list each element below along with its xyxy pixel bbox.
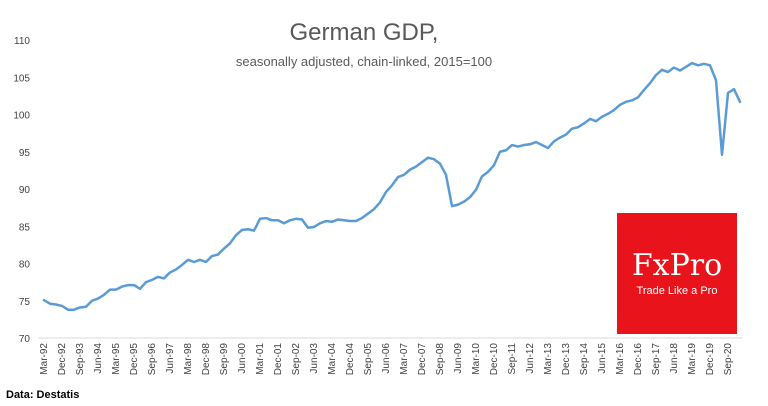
x-tick-label: Dec-04 [345, 343, 356, 376]
x-tick-label: Mar-92 [39, 343, 50, 375]
x-tick-label: Jun-18 [669, 343, 680, 374]
x-tick-label: Sep-93 [75, 343, 86, 376]
x-tick-label: Sep-11 [507, 343, 518, 375]
y-tick-label: 80 [19, 260, 31, 271]
series-line [42, 61, 742, 311]
x-tick-label: Mar-10 [471, 343, 482, 375]
x-tick-label: Dec-07 [417, 343, 428, 376]
chart-subtitle: seasonally adjusted, chain-linked, 2015=… [236, 54, 492, 69]
y-tick-label: 95 [19, 148, 31, 159]
y-tick-label: 70 [19, 334, 31, 345]
x-tick-label: Mar-95 [111, 343, 122, 375]
x-tick-label: Jun-12 [525, 343, 536, 374]
chart-title: German GDP, [290, 19, 439, 46]
x-axis: Mar-92 Dec-92 Sep-93 Jun-94 Mar-95 Dec-95 Sep-… [39, 343, 734, 376]
x-tick-label: Dec-95 [129, 343, 140, 376]
logo-background [617, 213, 737, 334]
x-tick-label: Dec-19 [705, 343, 716, 376]
x-tick-label: Jun-94 [93, 343, 104, 374]
x-tick-label: Dec-10 [489, 343, 500, 376]
x-tick-label: Jun-97 [165, 343, 176, 374]
x-tick-label: Mar-19 [687, 343, 698, 375]
y-axis: 70 75 80 85 90 95 100 105 110 [13, 36, 30, 345]
fxpro-logo: FxPro Trade Like a Pro [617, 213, 737, 334]
x-tick-label: Sep-99 [219, 343, 230, 376]
x-tick-label: Sep-96 [147, 343, 158, 376]
data-source: Data: Destatis [6, 389, 79, 401]
x-tick-label: Sep-05 [363, 343, 374, 376]
x-tick-label: Jun-00 [237, 343, 248, 374]
x-tick-label: Sep-20 [723, 343, 734, 376]
y-tick-label: 100 [13, 111, 30, 122]
x-tick-label: Mar-13 [543, 343, 554, 375]
x-tick-label: Mar-07 [399, 343, 410, 375]
x-tick-label: Jun-06 [381, 343, 392, 374]
x-tick-label: Dec-92 [57, 343, 68, 376]
logo-tagline: Trade Like a Pro [637, 285, 718, 297]
x-tick-label: Dec-98 [201, 343, 212, 376]
x-tick-label: Mar-04 [327, 343, 338, 375]
x-tick-label: Mar-01 [255, 343, 266, 375]
x-tick-label: Sep-08 [435, 343, 446, 376]
x-tick-label: Jun-15 [597, 343, 608, 374]
logo-name: FxPro [632, 248, 722, 283]
x-tick-label: Jun-03 [309, 343, 320, 374]
x-tick-label: Sep-17 [651, 343, 662, 376]
x-tick-label: Dec-16 [633, 343, 644, 376]
x-tick-label: Sep-02 [291, 343, 302, 376]
x-tick-label: Jun-09 [453, 343, 464, 374]
x-tick-label: Dec-01 [273, 343, 284, 376]
y-tick-label: 75 [19, 297, 31, 308]
y-tick-label: 110 [14, 36, 30, 47]
y-tick-label: 105 [13, 73, 30, 84]
x-tick-label: Mar-98 [183, 343, 194, 375]
x-tick-label: Mar-16 [615, 343, 626, 375]
x-tick-label: Sep-14 [579, 343, 590, 376]
y-tick-label: 85 [19, 222, 31, 233]
y-tick-label: 90 [19, 185, 31, 196]
x-tick-label: Dec-13 [561, 343, 572, 376]
